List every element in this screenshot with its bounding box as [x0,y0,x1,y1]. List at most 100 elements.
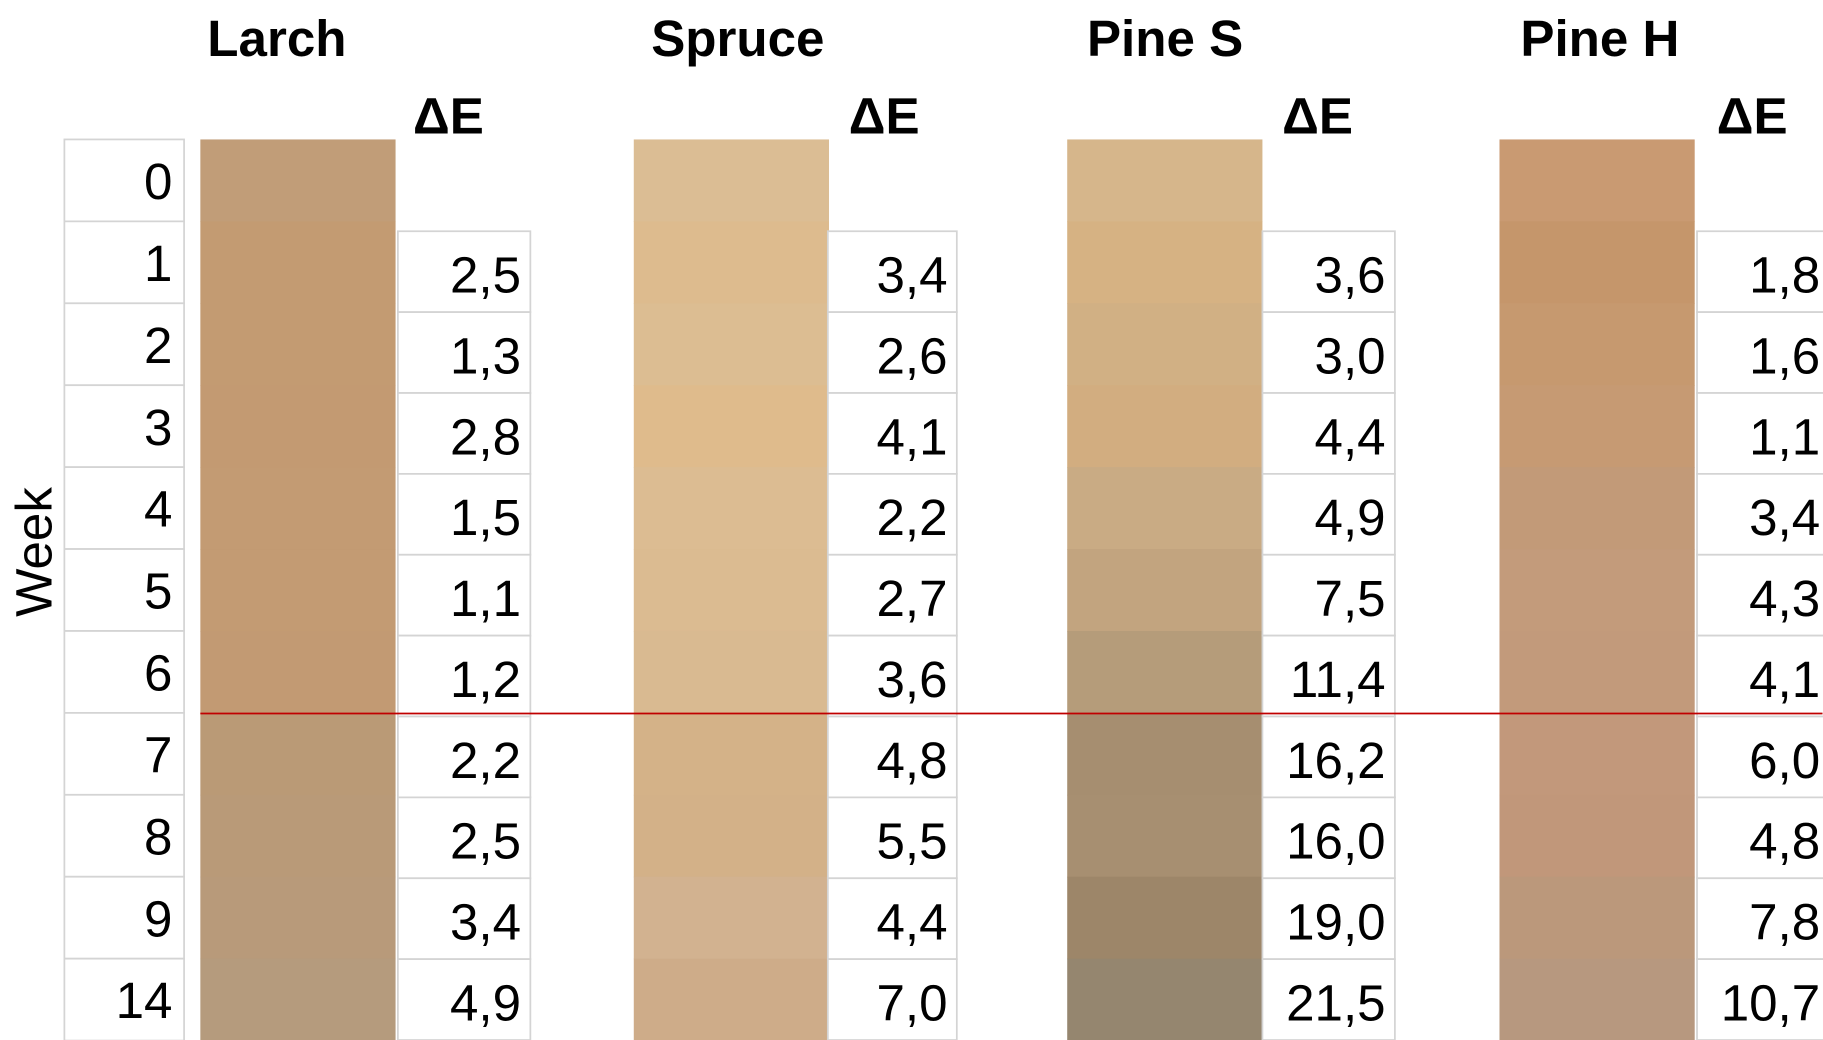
color-swatch [1499,549,1695,632]
color-swatch [1067,630,1263,714]
delta-value: 4,4 [876,894,947,951]
delta-cell [1261,553,1396,637]
color-swatch [200,712,396,796]
delta-value: 4,1 [876,408,947,465]
delta-cell [1261,796,1396,880]
delta-value: 2,8 [450,408,521,465]
color-swatch [200,221,396,304]
wood-title: Pine H [1520,10,1679,67]
delta-value: 7,5 [1315,570,1386,627]
delta-value: 5,5 [876,813,947,870]
color-swatch [1499,303,1695,386]
delta-cell [1261,472,1396,556]
week-label: 9 [144,890,172,947]
delta-cell [1696,958,1823,1040]
color-swatch [1499,467,1695,550]
color-swatch [1499,139,1695,222]
delta-value: 2,5 [450,247,521,304]
week-label: 5 [144,563,172,620]
delta-value: 1,6 [1749,327,1820,384]
delta-cell [826,230,958,313]
week-cell [63,384,185,468]
color-swatch [1499,221,1695,304]
delta-cell [397,311,532,394]
color-swatch [633,630,829,714]
color-swatch [633,467,829,550]
axis-label: Week [6,487,63,617]
delta-value: 1,5 [450,489,521,546]
color-swatch [633,139,829,222]
color-swatch [1499,876,1695,960]
delta-value: 4,8 [1749,813,1820,870]
delta-value: 3,6 [1315,247,1386,304]
week-label: 1 [144,235,172,292]
color-swatch [1067,794,1263,878]
delta-value: 4,9 [450,974,521,1031]
delta-value: 21,5 [1286,974,1385,1031]
delta-value: 3,4 [876,247,947,304]
delta-value: 3,0 [1315,327,1386,384]
delta-cell [1696,553,1823,637]
week-cell [63,138,185,223]
delta-cell [826,634,958,718]
wood-title: Pine S [1087,10,1243,67]
delta-cell [1696,634,1823,718]
week-cell [63,548,185,632]
week-label: 7 [144,726,172,783]
week-cell [63,220,185,305]
color-swatch [1067,385,1263,468]
color-swatch [633,549,829,632]
color-swatch [1499,385,1695,468]
delta-cell [1261,715,1396,799]
delta-value: 7,0 [876,974,947,1031]
delta-cell [826,796,958,880]
delta-value: 1,8 [1749,247,1820,304]
delta-value: 2,7 [876,570,947,627]
color-swatch [633,876,829,960]
delta-cell [1696,472,1823,556]
color-swatch [633,958,829,1040]
week-cell [63,957,185,1040]
color-swatch [200,876,396,960]
week-label: 2 [144,317,172,374]
week-label: 0 [144,153,172,210]
delta-header: ΔE [1282,88,1353,145]
color-swatch [1067,958,1263,1040]
delta-value: 3,6 [876,651,947,708]
delta-cell [1696,877,1823,960]
delta-header: ΔE [1717,88,1788,145]
delta-value: 2,2 [450,732,521,789]
delta-cell [1696,796,1823,880]
week-cell [63,875,185,960]
color-swatch [633,385,829,468]
color-swatch [200,630,396,714]
week-label: 3 [144,399,172,456]
delta-cell [397,634,532,718]
delta-value: 1,1 [1749,408,1820,465]
delta-value: 19,0 [1286,894,1385,951]
delta-cell [397,472,532,556]
color-swatch [1067,467,1263,550]
delta-cell [826,472,958,556]
delta-value: 2,6 [876,327,947,384]
color-swatch [200,303,396,386]
delta-cell [826,311,958,394]
delta-cell [826,715,958,799]
delta-cell [397,958,532,1040]
delta-cell [1696,392,1823,475]
delta-cell [397,796,532,880]
week-label: 6 [144,645,172,702]
delta-cell [1261,958,1396,1040]
wood-title: Spruce [651,10,824,67]
color-swatch [200,549,396,632]
delta-cell [826,958,958,1040]
delta-cell [1261,230,1396,313]
delta-cell [1261,877,1396,960]
delta-value: 3,4 [1749,489,1820,546]
delta-cell [397,877,532,960]
delta-value: 4,4 [1315,408,1386,465]
delta-value: 4,3 [1749,570,1820,627]
wood-title: Larch [207,10,346,67]
color-swatch [1067,876,1263,960]
